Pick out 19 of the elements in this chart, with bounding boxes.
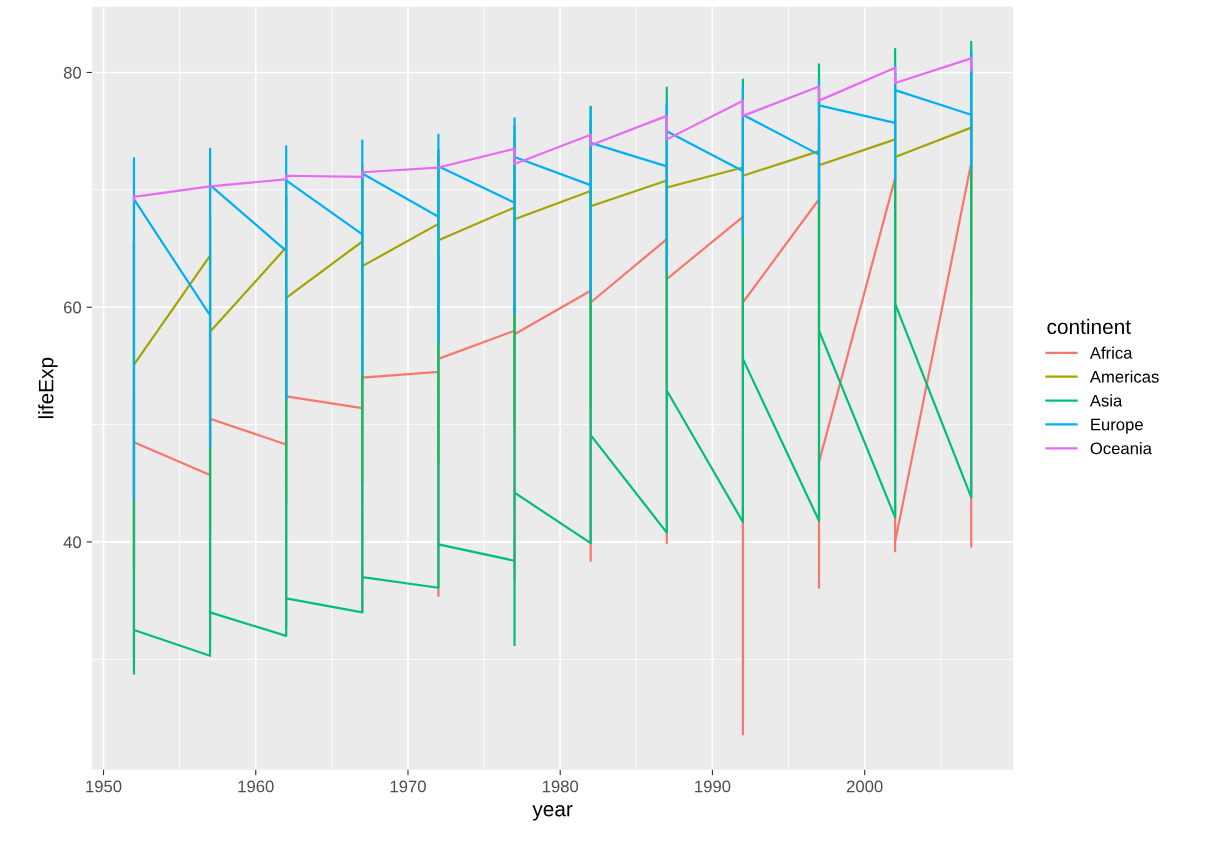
x-tick-label: 1950 xyxy=(86,780,122,793)
x-tick-label: 1960 xyxy=(238,780,274,793)
legend-label: Asia xyxy=(1089,394,1123,407)
legend-label: Europe xyxy=(1091,418,1143,434)
x-axis-title: year xyxy=(532,805,573,821)
y-tick-label: 60 xyxy=(63,301,82,314)
legend-label: Africa xyxy=(1089,346,1133,359)
x-tick-label: 1970 xyxy=(390,780,426,793)
legend-title: continent xyxy=(1047,318,1131,335)
legend-label: Oceania xyxy=(1090,442,1152,455)
legend-label: Americas xyxy=(1089,370,1159,383)
line-series xyxy=(132,50,973,501)
y-tick-label: 80 xyxy=(63,66,82,79)
line-series xyxy=(132,57,973,202)
x-tick-label: 1980 xyxy=(542,780,579,793)
y-axis-title: lifeExp xyxy=(38,357,58,419)
x-tick-label: 2000 xyxy=(846,780,883,793)
x-tick-label: 1990 xyxy=(695,780,731,793)
y-tick-label: 40 xyxy=(63,536,82,549)
